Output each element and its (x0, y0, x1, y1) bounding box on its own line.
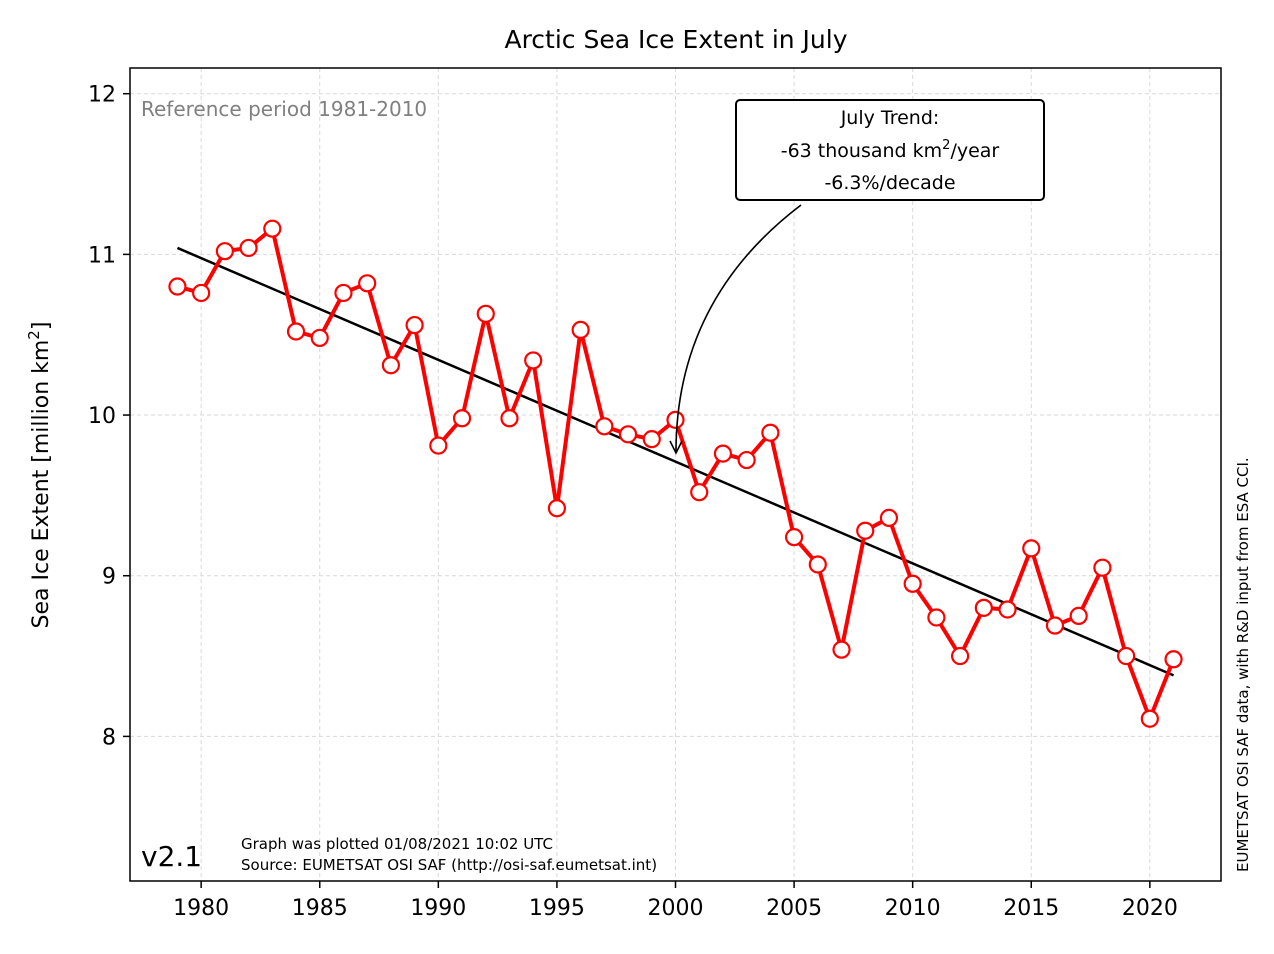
data-point (642, 430, 661, 449)
y-tick-label: 9 (102, 565, 116, 590)
data-point (1093, 558, 1112, 577)
data-point (500, 409, 519, 428)
x-tick-label: 1985 (292, 896, 348, 921)
y-tick-label: 8 (102, 725, 116, 750)
data-point (951, 646, 970, 666)
annotation-arrowhead (669, 440, 683, 455)
data-point (476, 304, 495, 323)
data-point (1164, 650, 1183, 669)
source-note: Source: EUMETSAT OSI SAF (http://osi-saf… (241, 856, 657, 874)
data-point (1069, 606, 1088, 625)
version-label: v2.1 (141, 840, 202, 873)
data-point (808, 555, 827, 574)
data-point (524, 351, 543, 370)
x-tick-label: 1980 (173, 896, 229, 921)
x-tick-label: 2015 (1003, 896, 1059, 921)
annotation-box (735, 99, 1045, 201)
x-tick-label: 1990 (410, 896, 466, 921)
plotted-date-note: Graph was plotted 01/08/2021 10:02 UTC (241, 835, 553, 853)
data-point (903, 574, 922, 593)
data-point (1140, 709, 1159, 728)
data-point (547, 499, 567, 518)
data-point (618, 425, 638, 444)
y-axis-label: Sea Ice Extent [million km2] (25, 322, 54, 629)
axis-ticks: 1980 1985 1990 1995 2000 2005 2010 2015 2020 8 9 10… (88, 83, 1178, 921)
x-tick-label: 2000 (648, 896, 704, 921)
data-point (286, 322, 306, 341)
data-point (998, 600, 1017, 619)
data-point (168, 277, 187, 296)
y-tick-label: 11 (88, 243, 116, 268)
data-point (571, 320, 590, 339)
grid-lines (130, 68, 1221, 881)
data-point (690, 483, 709, 502)
data-point (713, 444, 733, 463)
annotation-line3: -6.3%/decade (824, 172, 955, 194)
trend-line (176, 246, 1175, 677)
data-point (310, 328, 329, 348)
x-tick-label: 1995 (529, 896, 585, 921)
data-point (405, 315, 424, 335)
data-point (215, 242, 234, 261)
data-point (784, 528, 804, 547)
data-point (263, 219, 282, 238)
data-point (381, 356, 400, 375)
data-point (737, 450, 756, 470)
trend-line-group (176, 246, 1175, 677)
chart-title: Arctic Sea Ice Extent in July (504, 25, 847, 54)
annotation-line2: -63 thousand km2/year (781, 138, 1000, 162)
reference-period-note: Reference period 1981-2010 (141, 97, 427, 121)
annotation-line1: July Trend: (840, 107, 940, 129)
x-tick-label: 2010 (885, 896, 941, 921)
series-group (168, 219, 1183, 728)
data-point (927, 608, 946, 627)
data-point (1022, 539, 1041, 558)
data-point (974, 598, 993, 617)
data-point (1117, 646, 1136, 666)
data-point (832, 640, 851, 659)
side-credit-note: EUMETSAT OSI SAF data, with R&D input fr… (1234, 457, 1252, 872)
data-point (856, 521, 875, 540)
x-tick-label: 2005 (766, 896, 822, 921)
data-point (761, 423, 780, 442)
data-point (452, 409, 472, 428)
data-point (879, 508, 899, 527)
y-tick-label: 12 (88, 83, 116, 108)
data-point (334, 283, 353, 303)
data-point (429, 436, 448, 455)
data-point (239, 238, 258, 258)
data-point (666, 410, 685, 429)
y-tick-label: 10 (88, 404, 116, 429)
plot-frame (129, 67, 1222, 882)
annotation-arrow (675, 204, 802, 453)
data-point (358, 274, 377, 293)
data-point (192, 283, 211, 303)
x-tick-label: 2020 (1122, 896, 1178, 921)
data-point (595, 417, 614, 436)
data-point (1045, 616, 1065, 635)
